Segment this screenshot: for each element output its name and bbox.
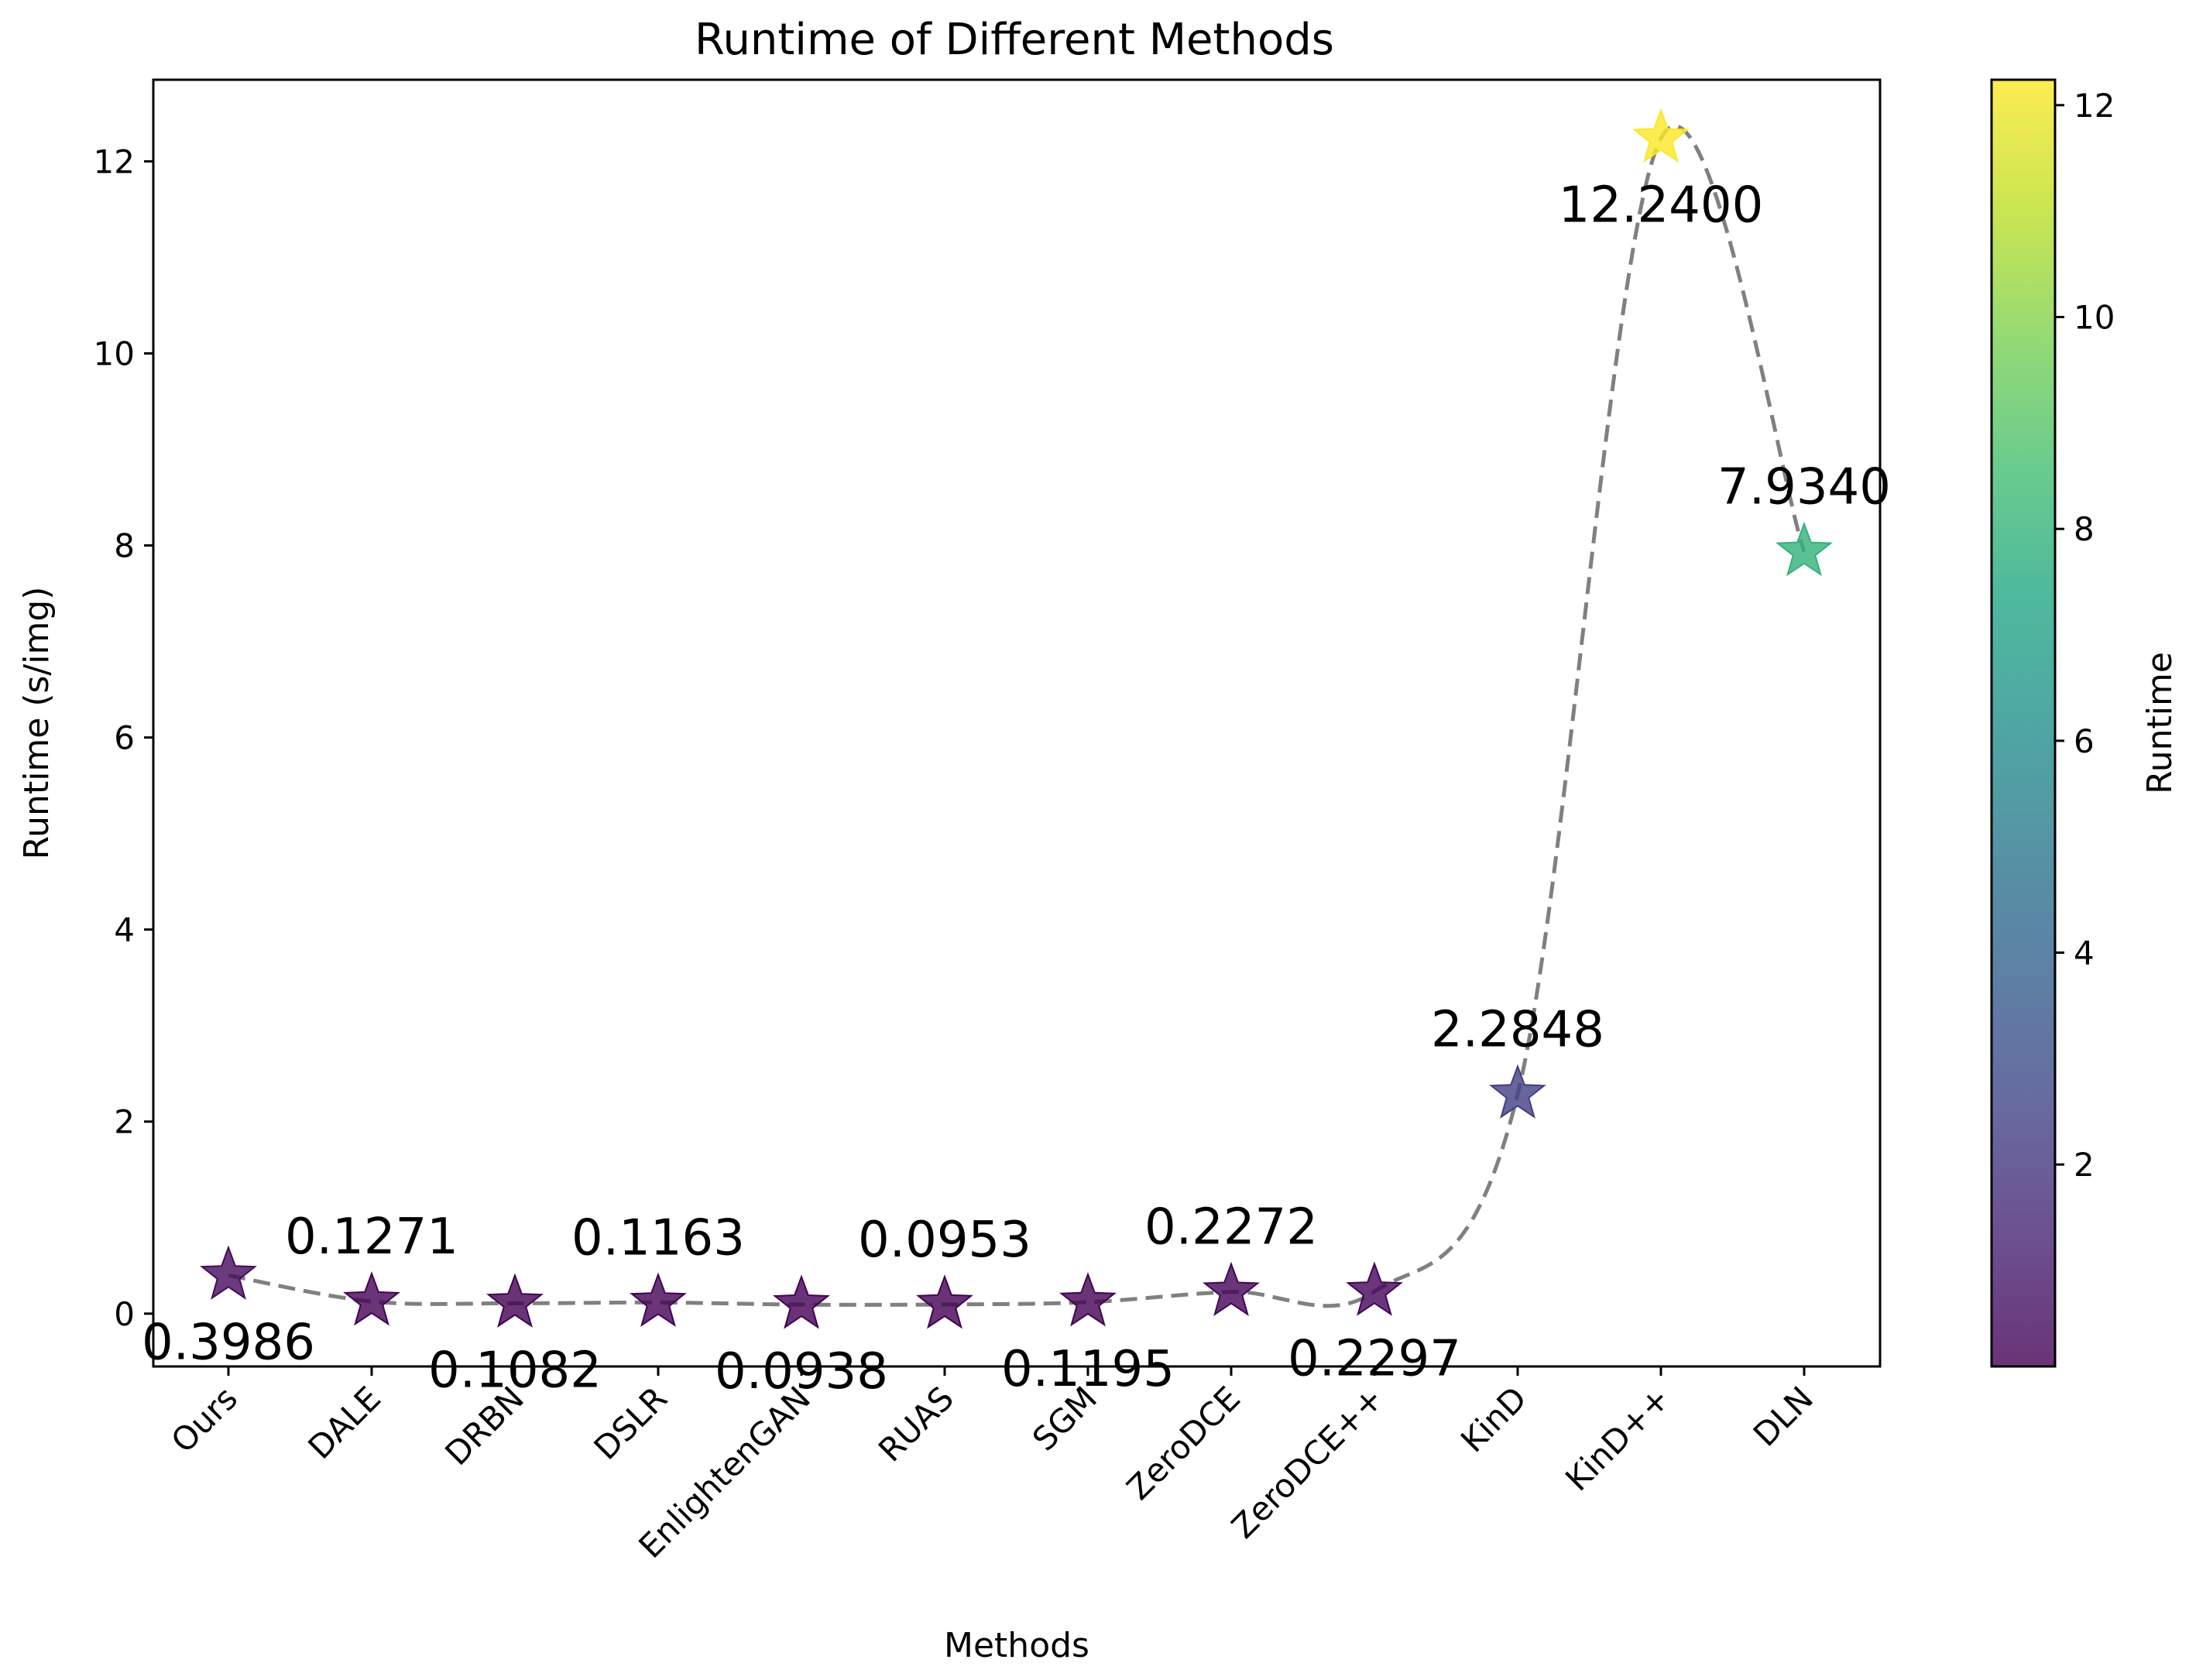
- colorbar: 2 4 6 8 10 12 Runtime: [1990, 78, 2180, 1368]
- x-tick-label: ZeroDCE++: [1224, 1379, 1391, 1545]
- y-axis-label: Runtime (s/img): [17, 587, 57, 860]
- y-tick-label: 8: [114, 527, 135, 565]
- data-point-star: [1776, 521, 1833, 577]
- y-tick-label: 2: [114, 1103, 135, 1141]
- data-point-star: [1346, 1261, 1403, 1316]
- y-axis: 0 2 4 6 8 10 12: [94, 142, 153, 1333]
- data-label: 12.2400: [1559, 177, 1764, 235]
- data-label: 0.3986: [142, 1314, 315, 1371]
- data-point-star: [486, 1273, 544, 1328]
- series-line: [228, 124, 1806, 1308]
- x-tick-label: ZeroDCE: [1120, 1379, 1247, 1507]
- colorbar-tick-label: 8: [2074, 510, 2095, 548]
- data-point-star: [1489, 1064, 1546, 1119]
- data-point-star: [200, 1245, 257, 1300]
- data-label: 7.9340: [1717, 459, 1891, 516]
- data-point-star: [916, 1274, 973, 1329]
- x-tick-label: DALE: [300, 1379, 388, 1466]
- data-label: 0.2297: [1288, 1330, 1461, 1387]
- data-label: 0.1271: [285, 1209, 458, 1266]
- x-tick-label: Ours: [164, 1379, 245, 1460]
- colorbar-tick-label: 4: [2074, 934, 2095, 972]
- x-tick-label: KinD++: [1558, 1379, 1677, 1498]
- data-point-star: [630, 1272, 687, 1327]
- data-point-star: [1203, 1261, 1260, 1317]
- data-label: 0.2272: [1144, 1199, 1318, 1257]
- y-tick-label: 6: [114, 719, 135, 757]
- data-point-star: [773, 1274, 830, 1329]
- y-tick-label: 4: [114, 911, 135, 949]
- y-tick-label: 10: [94, 334, 135, 372]
- x-axis-label: Methods: [944, 1626, 1089, 1665]
- colorbar-tick-label: 2: [2074, 1146, 2095, 1184]
- y-tick-label: 12: [94, 142, 135, 180]
- colorbar-frame: [1990, 78, 2057, 1368]
- plot-frame: [152, 78, 1882, 1368]
- colorbar-label: Runtime: [2140, 652, 2180, 794]
- colorbar-tick-label: 12: [2074, 87, 2115, 125]
- data-point-star: [1632, 108, 1690, 163]
- data-label: 0.0953: [858, 1212, 1031, 1269]
- colorbar-ticks: 2 4 6 8 10 12: [2055, 87, 2115, 1184]
- x-tick-label: DLN: [1746, 1379, 1820, 1453]
- data-label: 2.2848: [1431, 1001, 1604, 1058]
- chart-title: Runtime of Different Methods: [695, 15, 1334, 65]
- colorbar-tick-label: 6: [2074, 722, 2095, 760]
- y-tick-label: 0: [114, 1295, 135, 1333]
- data-label: 0.1163: [571, 1209, 745, 1267]
- colorbar-tick-label: 10: [2074, 299, 2115, 337]
- data-point-star: [343, 1271, 400, 1326]
- data-point-star: [1059, 1272, 1117, 1327]
- plot-area: 0.39860.12710.10820.11630.09380.09530.11…: [142, 108, 1891, 1401]
- x-tick-label: KinD: [1453, 1379, 1534, 1459]
- colorbar-fill: [1992, 80, 2055, 1366]
